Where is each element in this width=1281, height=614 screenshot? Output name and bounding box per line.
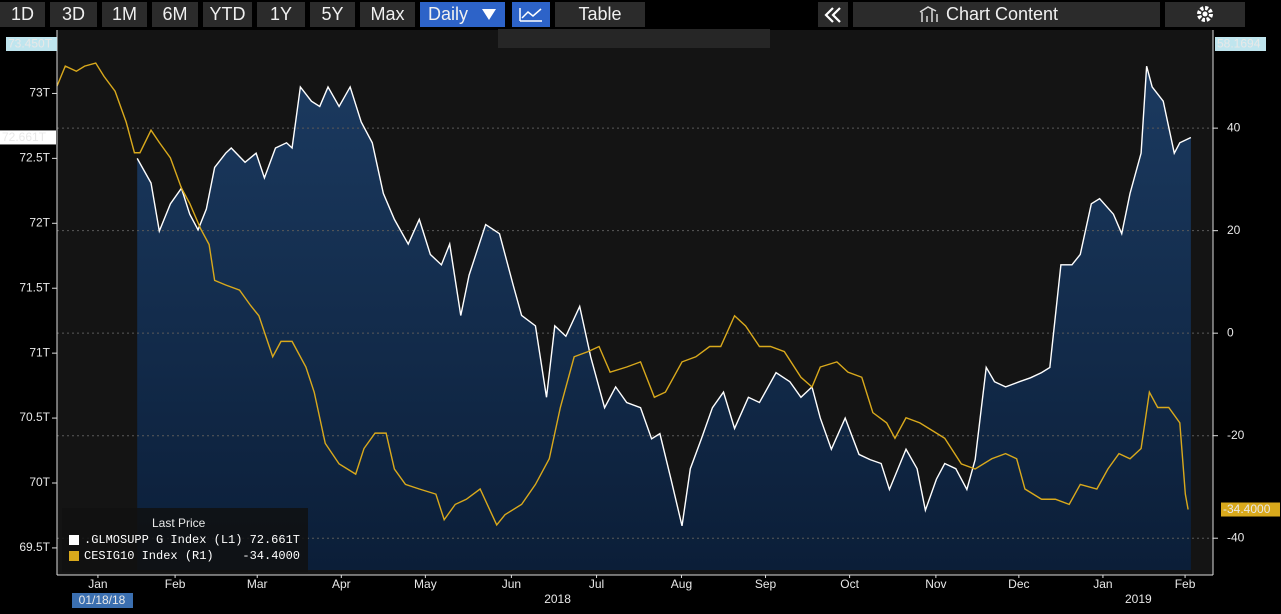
y-tick-label: 70.5T [19, 410, 50, 424]
x-tick-label: Jul [589, 577, 604, 591]
button[interactable] [102, 2, 147, 27]
y-tick-label: 72.5T [19, 151, 50, 165]
y-last-label-box [0, 130, 56, 145]
range-button-label[interactable]: 1D [11, 4, 34, 24]
x-tick-label: Feb [165, 577, 186, 591]
collapse-icon [824, 7, 841, 23]
area [137, 66, 1191, 571]
plot: -40 -20 0 20 40 69.5T 70T 70.5T 71T 71.5T 72T 72.5T… [0, 30, 1280, 608]
x-tick-label: May [414, 577, 437, 591]
year-label: 2019 [1125, 592, 1152, 606]
legend-label: CESIG10 Index (R1) [84, 549, 214, 563]
x-tick-label: Dec [1008, 577, 1029, 591]
x-tick-label: Mar [247, 577, 268, 591]
dropdown-arrow [482, 9, 496, 20]
tools-bar [498, 29, 770, 48]
table-label[interactable]: Table [578, 4, 621, 24]
chart-content-label[interactable]: Chart Content [946, 4, 1058, 24]
button[interactable] [203, 2, 252, 27]
y2-tick-label: 0 [1227, 325, 1234, 339]
button[interactable] [310, 2, 355, 27]
x-tick-label: Jan [88, 577, 107, 591]
button[interactable] [0, 2, 45, 27]
legend-value: -34.4000 [242, 549, 300, 563]
y-last-label: 72.661T [2, 130, 47, 144]
legend-title: Last Price [152, 516, 206, 530]
y-top-label-box [6, 37, 57, 51]
y-tick-label: 73T [29, 86, 50, 100]
button[interactable] [360, 2, 415, 27]
x-tick-label: Apr [332, 577, 351, 591]
y2-tick-label: 20 [1227, 223, 1241, 237]
y2-tick-label: -40 [1227, 530, 1245, 544]
settings-hub [1202, 11, 1208, 17]
range-button-label[interactable]: 3D [62, 4, 85, 24]
year-label: 2018 [544, 592, 571, 606]
legend-label: .GLMOSUPP G Index (L1) [84, 533, 242, 547]
frequency-label[interactable]: Daily [428, 4, 468, 24]
legend-value: 72.661T [250, 533, 300, 547]
x-tick-label: Jan [1093, 577, 1112, 591]
range-button-label[interactable]: 5Y [321, 4, 343, 24]
y2-tick-label: -20 [1227, 428, 1245, 442]
y-tick-label: 69.5T [19, 540, 50, 554]
x-tick-label: Aug [671, 577, 692, 591]
y-tick-label: 71.5T [19, 280, 50, 294]
button[interactable] [152, 2, 198, 27]
button[interactable] [555, 2, 645, 27]
y-tick-label: 71T [29, 345, 50, 359]
range-button-label[interactable]: YTD [210, 4, 246, 24]
content-icon [919, 6, 938, 22]
start-date: 01/18/18 [79, 593, 126, 607]
y-top-label: 73.450T [8, 37, 53, 51]
button[interactable] [257, 2, 305, 27]
series-line [136, 65, 1192, 527]
range-button-label[interactable]: Max [370, 4, 404, 24]
x-tick-label: Oct [840, 577, 859, 591]
legend-swatch [69, 535, 79, 545]
y2-top-label-box [1215, 37, 1266, 51]
button[interactable] [50, 2, 97, 27]
x-tick-label: Nov [925, 577, 946, 591]
start-date-box [72, 593, 133, 608]
x-tick-label: Feb [1175, 577, 1196, 591]
x-tick-label: Sep [755, 577, 777, 591]
x-tick-label: Jun [502, 577, 521, 591]
range-button-label[interactable]: 1Y [270, 4, 292, 24]
range-button-label[interactable]: 6M [162, 4, 187, 24]
legend-box [62, 508, 308, 572]
range-button-label[interactable]: 1M [112, 4, 137, 24]
legend-swatch [69, 551, 79, 561]
y2-tick-label: 40 [1227, 120, 1241, 134]
series-line [56, 62, 1189, 527]
y-tick-label: 72T [29, 215, 50, 229]
y-tick-label: 70T [29, 475, 50, 489]
y2-top-label: 58.1694 [1217, 37, 1261, 51]
button[interactable] [853, 2, 1160, 27]
line-chart-icon [519, 8, 542, 22]
y2-last-label: -34.4000 [1223, 502, 1271, 516]
settings-icon[interactable] [1197, 6, 1213, 22]
y2-last-label-box [1221, 502, 1280, 517]
